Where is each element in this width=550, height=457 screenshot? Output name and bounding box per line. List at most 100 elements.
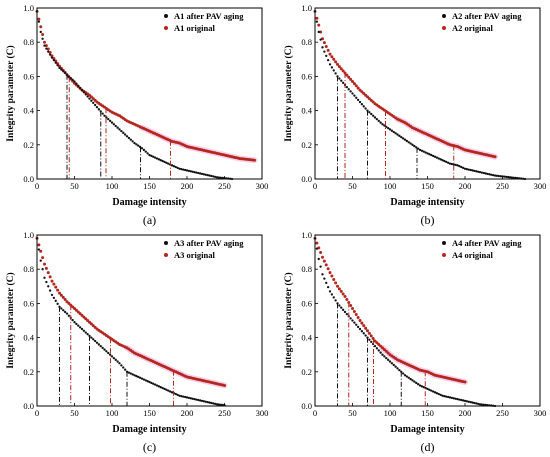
series-point xyxy=(92,101,95,105)
series-point xyxy=(103,348,106,351)
series-point xyxy=(127,371,131,374)
series-point xyxy=(43,262,46,266)
series-point xyxy=(458,165,461,168)
series-point xyxy=(356,98,360,102)
series-point xyxy=(148,153,151,157)
series-point xyxy=(155,157,159,160)
series-point xyxy=(422,386,425,389)
series-point xyxy=(206,174,209,177)
y-tick-label: 0.6 xyxy=(23,298,34,308)
legend-entry: A4 after PAV aging xyxy=(452,238,522,248)
series-point xyxy=(353,94,356,97)
series-point xyxy=(332,296,335,299)
series-point xyxy=(159,386,162,389)
series-point xyxy=(52,59,56,62)
series-point xyxy=(110,121,114,124)
series-point xyxy=(215,403,219,406)
series-point xyxy=(326,59,330,62)
series-point xyxy=(150,381,153,385)
series-point xyxy=(228,177,232,180)
panel-caption: (a) xyxy=(143,213,156,227)
series-point xyxy=(323,277,326,280)
series-point xyxy=(59,293,63,297)
series-point xyxy=(78,86,82,90)
x-tick-label: 300 xyxy=(256,181,269,191)
series-point xyxy=(65,312,69,315)
series-point xyxy=(182,168,185,171)
y-tick-label: 0.4 xyxy=(301,333,312,343)
series-point xyxy=(110,355,114,358)
series-point xyxy=(340,79,343,82)
y-tick-label: 0.4 xyxy=(23,106,34,116)
series-point xyxy=(148,380,151,384)
series-point xyxy=(123,368,127,371)
series-point xyxy=(486,403,489,407)
series-point xyxy=(448,162,452,165)
series-point xyxy=(325,281,328,285)
series-highlight-band xyxy=(124,344,228,389)
x-tick-label: 100 xyxy=(384,408,397,418)
chart-panel-d: 0 50 100 150 200 250 300 0.0 0.2 0.4 0.6 0.8 1.0 Dama… xyxy=(283,230,546,454)
y-tick-label: 0.8 xyxy=(23,264,34,274)
series-point xyxy=(503,175,506,178)
series-point xyxy=(189,170,192,173)
series-point xyxy=(212,175,215,178)
x-tick-label: 50 xyxy=(70,181,79,191)
series-point xyxy=(195,398,198,401)
y-tick-label: 0.4 xyxy=(23,333,34,343)
series-point xyxy=(37,17,41,21)
series-point xyxy=(35,237,39,240)
y-tick-label: 0.2 xyxy=(301,367,312,377)
series-point xyxy=(409,142,412,145)
legend-marker xyxy=(442,14,446,18)
series-point xyxy=(349,317,352,320)
series-point xyxy=(212,402,215,405)
series-point xyxy=(341,308,345,311)
series-point xyxy=(358,327,362,331)
series-point xyxy=(219,403,222,406)
series-point xyxy=(338,304,341,307)
x-tick-label: 100 xyxy=(106,181,119,191)
series-point xyxy=(364,107,367,110)
series-point xyxy=(385,125,388,128)
series-point xyxy=(105,350,108,353)
x-tick-label: 150 xyxy=(143,408,156,418)
series-point xyxy=(480,403,484,406)
series-point xyxy=(426,387,429,391)
series-point xyxy=(407,141,410,144)
series-point xyxy=(411,379,414,382)
series-point xyxy=(439,158,442,161)
series-point xyxy=(497,174,500,178)
series-point xyxy=(400,135,403,139)
series-point xyxy=(441,159,444,162)
series-point xyxy=(159,159,162,162)
series-point xyxy=(230,177,234,181)
series-point xyxy=(336,284,339,288)
plot-frame xyxy=(36,234,263,407)
series-point xyxy=(392,130,395,134)
series-point xyxy=(178,394,181,397)
series-point xyxy=(364,334,367,337)
legend-entry: A2 original xyxy=(452,23,493,33)
series-point xyxy=(37,243,41,247)
series-point xyxy=(351,80,354,84)
series-point xyxy=(322,41,326,45)
series-point xyxy=(506,175,510,179)
series-point xyxy=(403,374,407,377)
series-point xyxy=(142,148,146,152)
series-point xyxy=(330,66,334,69)
series-point xyxy=(50,293,54,296)
series-point xyxy=(340,306,343,309)
series-point xyxy=(206,401,209,404)
series-point xyxy=(223,176,226,180)
series-point xyxy=(375,347,379,350)
series-point xyxy=(189,397,192,400)
series-point xyxy=(122,131,125,134)
series-point xyxy=(369,334,373,338)
series-point xyxy=(182,395,185,398)
series-point xyxy=(439,393,442,397)
series-point xyxy=(370,112,373,116)
series-point xyxy=(75,82,78,85)
series-point xyxy=(435,156,439,159)
series-point xyxy=(170,391,174,394)
